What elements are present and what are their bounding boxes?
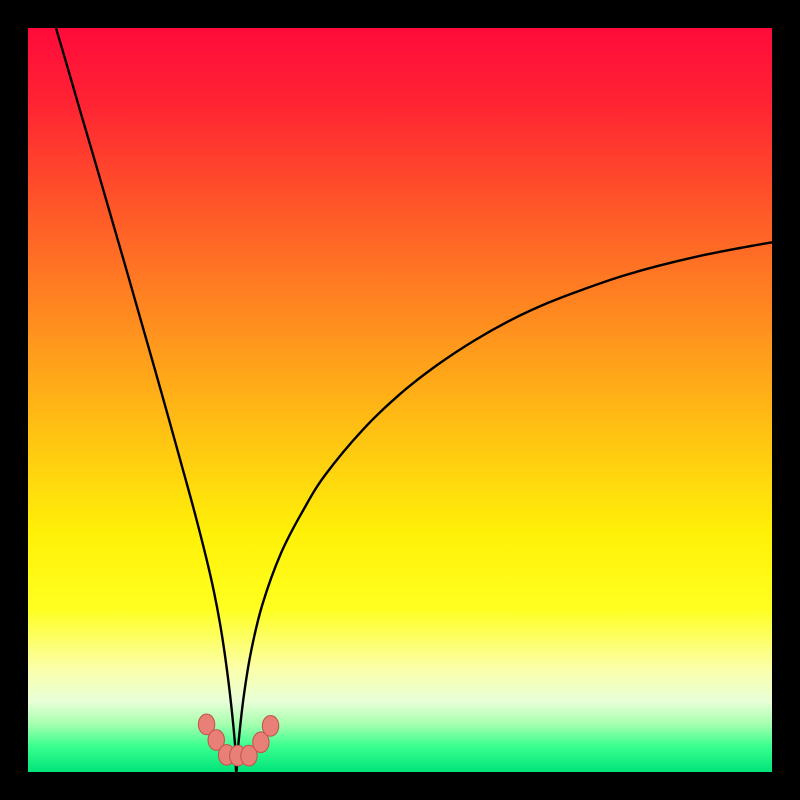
optimal-range-marker (262, 716, 278, 737)
bottleneck-curve-chart (0, 0, 800, 800)
bottleneck-curve (56, 28, 772, 772)
